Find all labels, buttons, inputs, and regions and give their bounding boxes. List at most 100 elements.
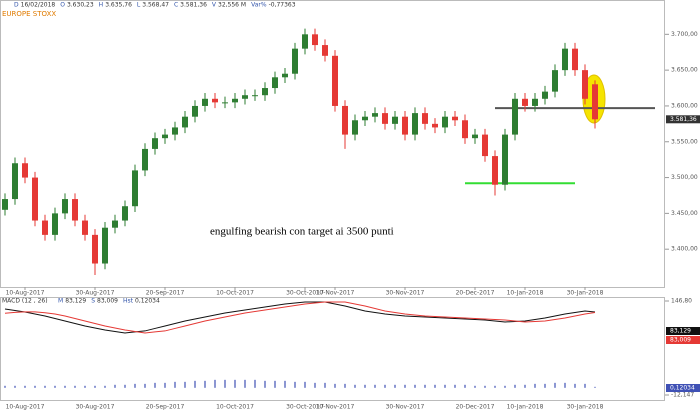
header-label: C: [174, 2, 178, 9]
last-price-label: 3.581,36: [670, 116, 697, 123]
candle-body: [312, 34, 318, 46]
candle-body: [242, 95, 248, 99]
candle-body: [572, 48, 578, 71]
candle-body: [592, 84, 598, 120]
header-value: 83,009: [97, 298, 118, 305]
header-label: Hst: [123, 298, 134, 305]
candle-body: [282, 73, 288, 78]
x-tick-label: 10-Oct-2017: [216, 404, 254, 411]
y-tick-label: 3.550,00: [671, 138, 698, 145]
candle-body: [22, 163, 28, 178]
macd-line: [4, 301, 596, 334]
candle-body: [232, 98, 238, 103]
candle-body: [472, 134, 478, 139]
candle-body: [512, 98, 518, 135]
candle-body: [192, 105, 198, 117]
candle-body: [352, 120, 358, 135]
header-label: H: [99, 2, 104, 9]
value-box-label: 0,12034: [670, 385, 695, 392]
y-tick-label: 3.450,00: [671, 210, 698, 217]
x-tick-label: 30-Aug-2017: [76, 404, 115, 411]
macd-title: MACD (12 , 26): [2, 298, 48, 305]
x-tick-label: 10-Aug-2017: [6, 404, 45, 411]
x-tick-label: 30-Nov-2017: [386, 404, 425, 411]
header-label: Var%: [251, 2, 267, 9]
chart-title: EUROPE STOXX: [2, 10, 56, 18]
candle-body: [382, 113, 388, 124]
x-tick-label: 30-Jan-2018: [567, 290, 604, 297]
header-value: 16/02/2018: [21, 2, 56, 9]
header-value: 3.635,76: [105, 2, 132, 9]
candle-body: [202, 98, 208, 106]
macd-line: [4, 301, 596, 334]
candle-body: [132, 170, 138, 207]
x-tick-label: 20-Dec-2017: [456, 290, 495, 297]
x-tick-label: 30-Oct-2017: [286, 290, 324, 297]
candle-body: [362, 116, 368, 121]
header-value: 3.630,23: [67, 2, 94, 9]
y-tick-label: 3.650,00: [671, 67, 698, 74]
price-panel: [0, 0, 665, 288]
x-tick-label: 10-Nov-2017: [316, 404, 355, 411]
candle-body: [492, 156, 498, 185]
candle-body: [52, 213, 58, 235]
header-label: V: [212, 2, 217, 9]
x-tick-label: 30-Aug-2017: [76, 290, 115, 297]
candle-body: [402, 116, 408, 135]
x-tick-label: 10-Jan-2018: [507, 290, 544, 297]
x-tick-label: 10-Oct-2017: [216, 290, 254, 297]
header-value: 3.568,47: [142, 2, 169, 9]
candle-body: [42, 220, 48, 235]
candle-body: [562, 48, 568, 71]
header-label: L: [137, 2, 141, 9]
x-tick-label: 20-Sep-2017: [146, 290, 185, 297]
candle-body: [82, 220, 88, 235]
header-value: 0,12034: [135, 298, 160, 305]
x-tick-label: 20-Dec-2017: [456, 404, 495, 411]
candle-body: [292, 48, 298, 74]
header-label: D: [14, 2, 19, 9]
header-value: 83,129: [65, 298, 86, 305]
y-tick-label: 146,80: [671, 298, 692, 305]
candle-body: [152, 138, 158, 149]
candle-body: [212, 98, 218, 103]
value-box-label: 83,009: [670, 337, 691, 344]
header-label: O: [60, 2, 65, 9]
last-price-box: [666, 115, 700, 124]
candle-body: [452, 116, 458, 121]
candle-body: [32, 177, 38, 221]
candle-body: [102, 227, 108, 264]
x-tick-label: 30-Nov-2017: [386, 290, 425, 297]
candle-body: [332, 55, 338, 106]
candle-body: [182, 116, 188, 128]
header-label: S: [91, 298, 95, 305]
candle-body: [12, 163, 18, 200]
header-value: 3.581,36: [180, 2, 207, 9]
candle-body: [372, 113, 378, 117]
value-box: [666, 384, 700, 392]
candle-body: [392, 116, 398, 124]
candle-body: [302, 34, 308, 49]
x-tick-label: 30-Jan-2018: [567, 404, 604, 411]
header-label: M: [58, 298, 63, 305]
value-box: [666, 336, 700, 344]
y-tick-label: 3.400,00: [671, 246, 698, 253]
candle-body: [262, 88, 268, 96]
candle-body: [502, 134, 508, 185]
candle-body: [462, 120, 468, 139]
candle-body: [142, 148, 148, 171]
candle-body: [552, 70, 558, 92]
value-box: [666, 327, 700, 335]
candle-body: [222, 102, 228, 104]
candle-body: [112, 220, 118, 228]
value-box-label: 83,129: [670, 328, 691, 335]
candle-body: [422, 113, 428, 124]
candle-body: [72, 199, 78, 221]
header-value: -0,77363: [269, 2, 296, 9]
y-tick-label: 3.700,00: [671, 31, 698, 38]
candle-body: [272, 77, 278, 89]
candle-body: [162, 134, 168, 139]
y-tick-label: 3.500,00: [671, 174, 698, 181]
candle-body: [92, 234, 98, 264]
